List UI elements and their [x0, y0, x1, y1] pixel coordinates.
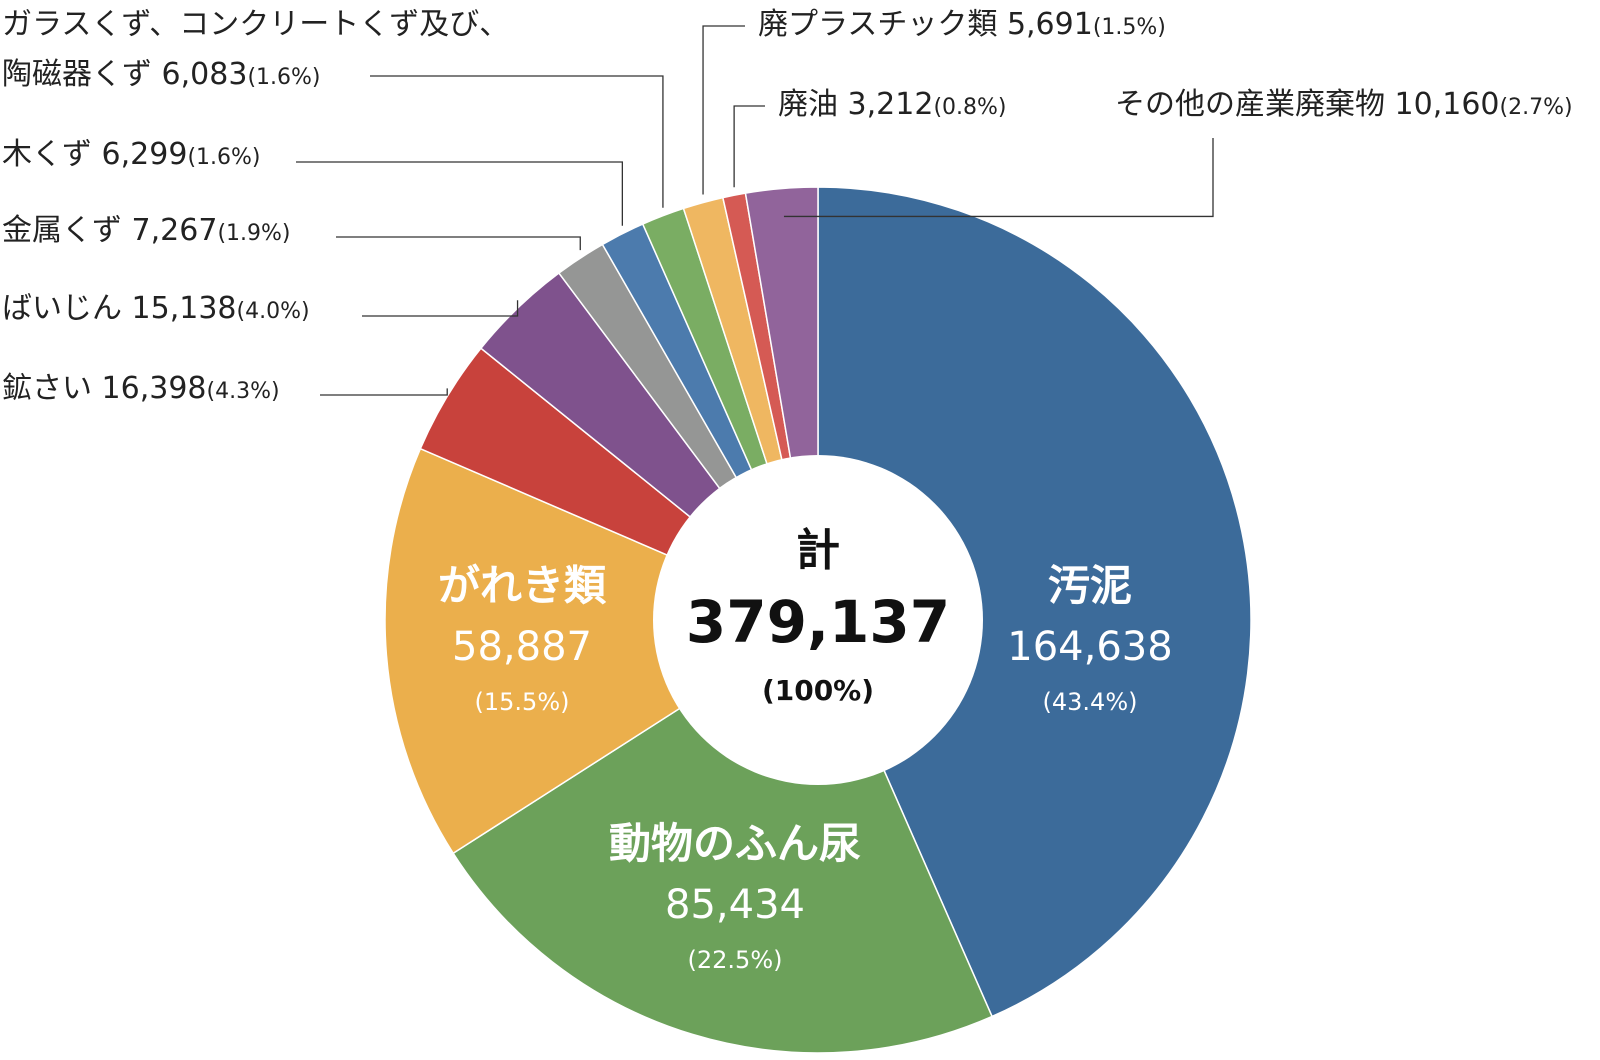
slice-label: 廃油 3,212(0.8%) [778, 87, 1007, 122]
leader-line [296, 161, 623, 226]
slice-name-label: 金属くず [2, 213, 132, 248]
slice-value-label: 85,434 [665, 882, 805, 928]
slice-percent-label: (0.8%) [933, 95, 1006, 120]
slice-percent-label: (4.0%) [237, 299, 310, 324]
slice-percent-label: (22.5%) [688, 946, 783, 974]
slice-percent-label: (2.7%) [1500, 95, 1573, 120]
slice-name-label: 木くず [2, 137, 102, 172]
slice-name-label: がれき類 [438, 561, 607, 610]
leader-line [362, 300, 519, 317]
slice-value-label: 164,638 [1007, 624, 1172, 670]
leader-line [320, 388, 448, 396]
slice-name-label: 動物のふん尿 [609, 819, 861, 868]
slice-percent-label: (1.6%) [187, 145, 260, 170]
slice-0 [817, 186, 1252, 1018]
slice-name-label: その他の産業廃棄物 [1115, 87, 1395, 122]
slice-name-label: 陶磁器くず [2, 57, 162, 92]
center-title: 計 [796, 525, 840, 576]
leader-line [783, 138, 1214, 218]
slice-label: 陶磁器くず 6,083(1.6%) [2, 57, 321, 92]
slice-label: その他の産業廃棄物 10,160(2.7%) [1115, 87, 1573, 122]
slice-value-label: 15,138 [132, 291, 237, 326]
slice-value-label: 58,887 [452, 624, 592, 670]
leader-line [702, 25, 745, 195]
slice-name-label: 汚泥 [1048, 561, 1132, 610]
slice-name-label: ばいじん [2, 291, 132, 326]
center-total-percent: (100%) [762, 674, 874, 707]
slice-value-label: 10,160 [1395, 87, 1500, 122]
slice-percent-label: (4.3%) [207, 379, 280, 404]
slice-name-label: ガラスくず、コンクリートくず及び、 [2, 7, 509, 42]
slice-labels: 汚泥 164,638 (43.4%) 動物のふん尿 85,434 (22.5%) がれき類 5… [2, 7, 1573, 974]
slice-value-label: 7,267 [132, 213, 218, 248]
slice-name-label: 廃油 [778, 87, 848, 122]
slice-label: 金属くず 7,267(1.9%) [2, 213, 291, 248]
slice-label: 廃プラスチック類 5,691(1.5%) [758, 7, 1166, 42]
slice-label: 鉱さい 16,398(4.3%) [2, 371, 280, 406]
slice-percent-label: (1.6%) [247, 65, 320, 90]
donut-hole [653, 455, 983, 785]
leader-line [336, 236, 581, 251]
slice-name-label: 廃プラスチック類 [758, 7, 1007, 42]
slice-value-label: 3,212 [848, 87, 934, 122]
leader-line [370, 75, 664, 208]
slice-value-label: 6,299 [102, 137, 188, 172]
slice-name-label: 鉱さい [2, 371, 102, 406]
leader-lines [296, 25, 1214, 396]
slice-value-label: 6,083 [162, 57, 248, 92]
slice-percent-label: (1.5%) [1093, 15, 1166, 40]
slice-percent-label: (1.9%) [217, 221, 290, 246]
slice-value-label: 5,691 [1007, 7, 1093, 42]
slice-value-label: 16,398 [102, 371, 207, 406]
slice-percent-label: (15.5%) [475, 688, 570, 716]
slice-percent-label: (43.4%) [1043, 688, 1138, 716]
slice-label: ばいじん 15,138(4.0%) [2, 291, 310, 326]
slice-label: 木くず 6,299(1.6%) [2, 137, 261, 172]
leader-line [733, 105, 765, 188]
slice-2 [384, 447, 820, 855]
center-total-value: 379,137 [686, 588, 950, 656]
